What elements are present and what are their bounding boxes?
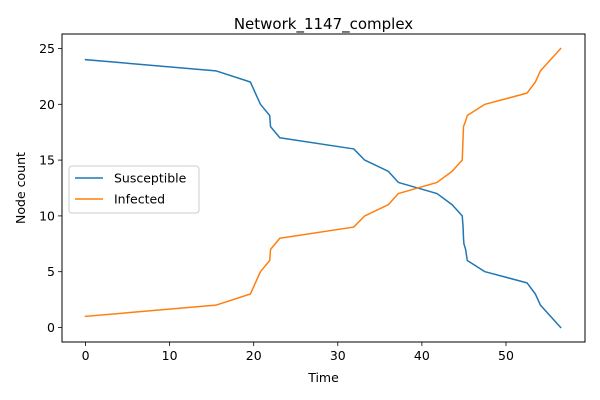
x-tick-label: 20 xyxy=(246,348,262,363)
chart-title: Network_1147_complex xyxy=(234,15,413,34)
series-layer xyxy=(84,47,562,329)
y-tick-label: 25 xyxy=(39,41,55,56)
y-tick-label: 20 xyxy=(39,97,55,112)
plot-area xyxy=(61,33,586,343)
x-tick-label: 50 xyxy=(498,348,514,363)
x-tick-label: 0 xyxy=(82,348,90,363)
x-axis-title: Time xyxy=(307,370,339,385)
series-line-infected xyxy=(84,47,562,318)
y-tick-label: 15 xyxy=(39,153,55,168)
y-axis-title: Node count xyxy=(13,152,28,224)
y-tick-label: 10 xyxy=(39,208,55,223)
y-tick-label: 0 xyxy=(47,320,55,335)
x-axis: 0 10 20 30 40 50 xyxy=(82,342,514,363)
y-axis: 0 5 10 15 20 25 xyxy=(39,41,62,335)
x-tick-label: 10 xyxy=(162,348,178,363)
x-tick-label: 30 xyxy=(330,348,346,363)
plot-frame xyxy=(61,33,586,343)
y-tick-label: 5 xyxy=(47,264,55,279)
legend: Susceptible Infected xyxy=(68,165,200,214)
legend-label-infected: Infected xyxy=(114,192,165,207)
legend-label-susceptible: Susceptible xyxy=(114,171,187,186)
x-tick-label: 40 xyxy=(414,348,430,363)
series-line-susceptible xyxy=(84,58,562,329)
